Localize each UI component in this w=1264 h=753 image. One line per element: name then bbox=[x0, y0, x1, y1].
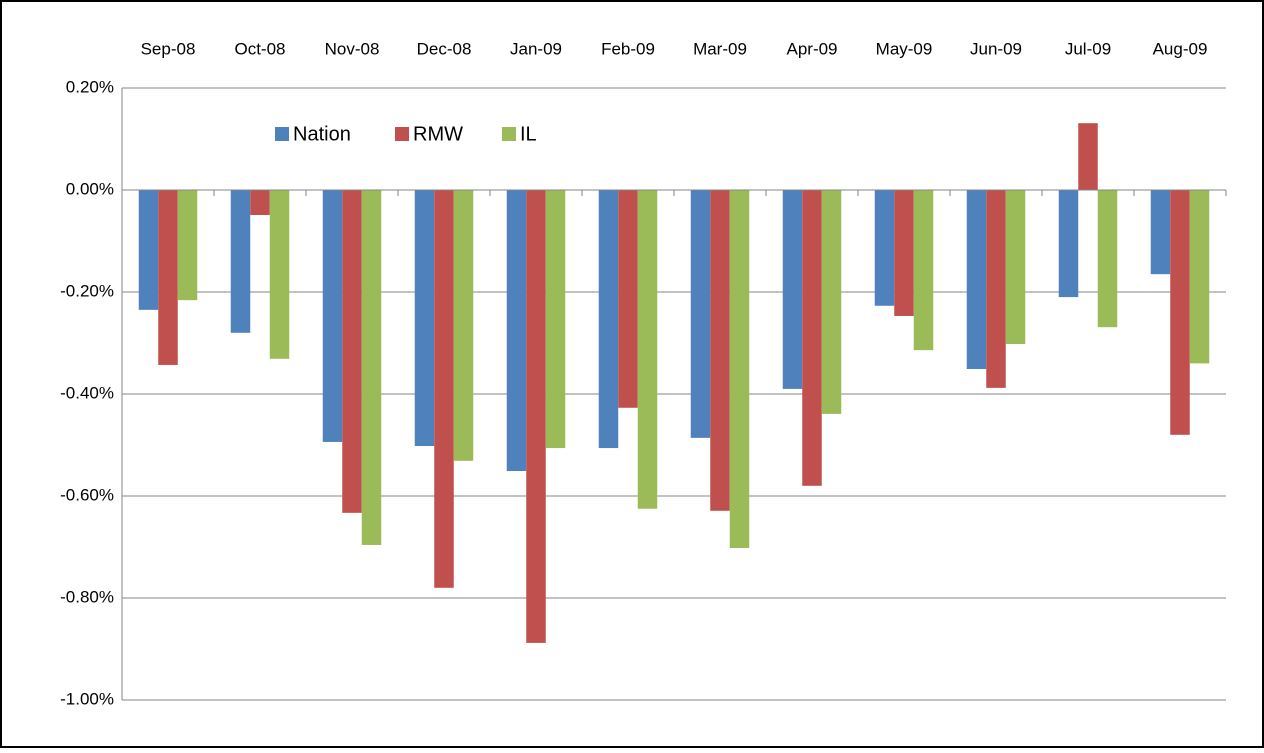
bar bbox=[598, 190, 619, 449]
bar bbox=[637, 190, 658, 509]
x-tick-label: Apr-09 bbox=[786, 39, 837, 58]
bar bbox=[986, 190, 1006, 388]
x-tick-label: Nov-08 bbox=[325, 39, 380, 58]
legend-label: RMW bbox=[413, 123, 463, 145]
bar bbox=[506, 190, 527, 472]
legend-swatch bbox=[502, 127, 516, 141]
bar bbox=[1005, 190, 1026, 345]
bar bbox=[710, 190, 730, 511]
y-tick-label: 0.00% bbox=[66, 179, 114, 198]
bar bbox=[782, 190, 803, 389]
y-tick-label: -0.60% bbox=[60, 485, 114, 504]
x-tick-label: Jun-09 bbox=[970, 39, 1022, 58]
bar bbox=[158, 190, 178, 365]
legend-swatch bbox=[395, 127, 409, 141]
bar bbox=[913, 190, 934, 351]
bar bbox=[414, 190, 435, 447]
bar bbox=[177, 190, 198, 301]
y-tick-label: 0.20% bbox=[66, 77, 114, 96]
bar bbox=[453, 190, 474, 461]
bar bbox=[1078, 123, 1098, 190]
bar bbox=[894, 190, 914, 316]
bar bbox=[526, 190, 546, 643]
y-tick-label: -1.00% bbox=[60, 689, 114, 708]
bar bbox=[1058, 190, 1079, 298]
bar bbox=[269, 190, 290, 359]
x-tick-label: Mar-09 bbox=[693, 39, 747, 58]
bar bbox=[821, 190, 842, 414]
legend-label: Nation bbox=[293, 123, 351, 145]
bar bbox=[342, 190, 362, 513]
bar bbox=[138, 190, 159, 310]
x-tick-label: Jan-09 bbox=[510, 39, 562, 58]
bar bbox=[545, 190, 566, 449]
bar bbox=[618, 190, 638, 408]
y-tick-label: -0.40% bbox=[60, 383, 114, 402]
y-tick-label: -0.80% bbox=[60, 587, 114, 606]
legend-swatch bbox=[275, 127, 289, 141]
bar bbox=[1189, 190, 1210, 364]
legend-label: IL bbox=[520, 123, 537, 145]
bar bbox=[802, 190, 822, 486]
x-tick-label: Feb-09 bbox=[601, 39, 655, 58]
y-tick-label: -0.20% bbox=[60, 281, 114, 300]
bar bbox=[1150, 190, 1171, 275]
bar bbox=[729, 190, 750, 549]
bar bbox=[874, 190, 895, 306]
x-tick-label: Sep-08 bbox=[141, 39, 196, 58]
bar bbox=[1170, 190, 1190, 435]
x-tick-label: Dec-08 bbox=[417, 39, 472, 58]
bar bbox=[361, 190, 382, 545]
bar bbox=[690, 190, 711, 438]
bar bbox=[434, 190, 454, 588]
bar bbox=[230, 190, 251, 333]
bar bbox=[322, 190, 343, 442]
bar bbox=[1097, 190, 1118, 328]
bar bbox=[966, 190, 987, 370]
x-tick-label: Oct-08 bbox=[234, 39, 285, 58]
x-tick-label: Aug-09 bbox=[1153, 39, 1208, 58]
bar bbox=[250, 190, 270, 215]
x-tick-label: May-09 bbox=[876, 39, 933, 58]
x-tick-label: Jul-09 bbox=[1065, 39, 1111, 58]
